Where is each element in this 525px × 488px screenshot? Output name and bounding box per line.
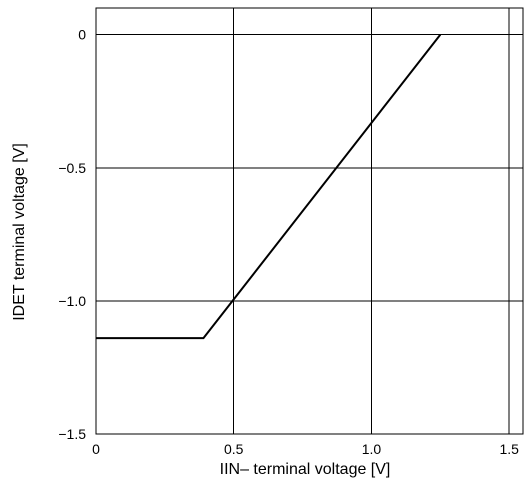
x-tick-label: 0.5 [224, 441, 244, 457]
y-tick-label: −0.5 [58, 160, 86, 176]
y-tick-label: 0 [78, 27, 86, 43]
y-tick-label: −1.5 [58, 426, 86, 442]
grid-lines [96, 8, 523, 434]
series-group [96, 34, 442, 340]
x-tick-labels: 0 0.5 1.0 1.5 [92, 441, 519, 457]
x-tick-label: 1.0 [362, 441, 382, 457]
y-tick-label: −1.0 [58, 293, 86, 309]
x-tick-label: 0 [92, 441, 100, 457]
plot-frame [95, 7, 524, 435]
x-tick-label: 1.5 [499, 441, 519, 457]
y-tick-labels: 0 −0.5 −1.0 −1.5 [58, 27, 86, 442]
x-axis-label: IIN– terminal voltage [V] [220, 461, 391, 478]
y-axis-label: IDET terminal voltage [V] [11, 143, 28, 321]
series-line [96, 34, 442, 340]
